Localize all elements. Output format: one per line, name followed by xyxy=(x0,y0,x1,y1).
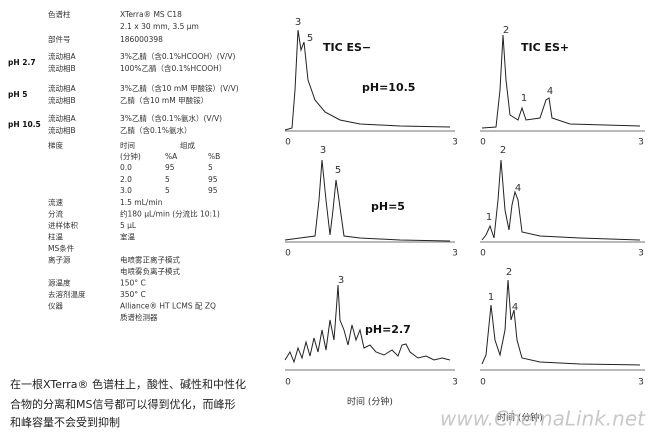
text: TIC ES+ xyxy=(521,41,569,54)
text: 4 xyxy=(515,183,521,194)
text: pH=5 xyxy=(371,200,405,213)
text: 3%乙腈（含0.1%氨水）(V/V) xyxy=(120,113,222,123)
text: 乙腈（含0.1%氨水） xyxy=(120,125,192,135)
trace xyxy=(284,29,451,131)
text: 95 xyxy=(208,175,218,184)
text: 3 xyxy=(295,17,301,28)
text: 离子源 xyxy=(48,255,71,265)
text: pH 5 xyxy=(8,90,27,99)
text: pH 2.7 xyxy=(8,58,36,67)
text: 0 xyxy=(480,138,486,148)
text: 5 µL xyxy=(120,221,137,230)
text: 0 xyxy=(285,249,291,259)
text: 5 xyxy=(165,186,170,195)
text: 流动相A xyxy=(48,113,76,123)
text: 5 xyxy=(208,163,213,172)
text: 时间 (分钟) xyxy=(347,396,393,408)
trace xyxy=(481,279,641,366)
text: %B xyxy=(208,152,220,161)
text: 流速 xyxy=(48,197,63,207)
text: 流动相B xyxy=(48,125,76,135)
text: 2 xyxy=(506,267,512,278)
text: 2 xyxy=(500,145,506,156)
text: 350° C xyxy=(120,290,146,299)
text: MS条件 xyxy=(48,243,75,253)
text: 3 xyxy=(452,138,458,148)
text: 0 xyxy=(480,249,486,259)
text: 0 xyxy=(285,138,291,148)
text: 3.0 xyxy=(120,186,132,195)
text: 柱温 xyxy=(48,232,63,242)
text: 95 xyxy=(208,186,218,195)
text: 室温 xyxy=(120,232,135,242)
text: 时间 (分钟) xyxy=(497,412,543,424)
text: 3%乙腈（含0.1%HCOOH）(V/V) xyxy=(120,51,235,61)
text: 流动相B xyxy=(48,95,76,105)
text: 3 xyxy=(338,275,344,286)
text: 4 xyxy=(512,302,518,313)
text: 电喷雾正离子模式 xyxy=(120,255,180,265)
text: 3 xyxy=(452,378,458,388)
text: 分流 xyxy=(48,209,63,219)
text: 4 xyxy=(547,86,553,97)
text: 5 xyxy=(335,165,341,176)
text: 100%乙腈（含0.1%HCOOH） xyxy=(120,63,226,73)
text: XTerra® MS C18 xyxy=(120,10,182,19)
text: 2.1 x 30 mm, 3.5 µm xyxy=(120,22,199,31)
text: 3 xyxy=(638,378,644,388)
trace xyxy=(284,159,451,242)
text: 2.0 xyxy=(120,175,132,184)
text: 1 xyxy=(488,292,494,303)
text: 约180 µL/min (分流比 10:1) xyxy=(120,209,220,219)
text: 仪器 xyxy=(48,302,63,311)
trace xyxy=(284,284,451,364)
text: 进样体积 xyxy=(48,220,78,230)
text: 95 xyxy=(165,163,175,172)
text: 组成 xyxy=(180,140,195,150)
text: 流动相A xyxy=(48,83,76,93)
trace xyxy=(481,159,641,241)
text: 1 xyxy=(486,212,492,223)
text: 0.0 xyxy=(120,163,132,172)
text: 0 xyxy=(285,378,291,388)
text: pH=10.5 xyxy=(362,81,415,94)
text: 186000398 xyxy=(120,35,163,44)
text: 3%乙腈（含10 mM 甲酸铵）(V/V) xyxy=(120,83,239,93)
text: 5 xyxy=(307,33,313,44)
text: 合物的分离和MS信号都可以得到优化，而峰形 xyxy=(10,397,235,411)
traces xyxy=(284,29,645,371)
text: 电喷雾负离子模式 xyxy=(120,266,180,276)
text: (分钟) xyxy=(120,151,141,161)
text: 3 xyxy=(452,249,458,259)
text: pH 10.5 xyxy=(8,120,41,129)
text: 2 xyxy=(503,25,509,36)
text: 源温度 xyxy=(48,278,71,288)
text: %A xyxy=(165,152,178,161)
text: 1.5 mL/min xyxy=(120,198,163,207)
text: TIC ES− xyxy=(323,41,371,54)
text: 质谱检测器 xyxy=(120,312,158,322)
text: 150° C xyxy=(120,279,146,288)
text: Alliance® HT LCMS 配 ZQ xyxy=(120,302,216,311)
text: 部件号 xyxy=(48,34,71,44)
text: 时间 xyxy=(120,140,135,150)
text: 去溶剂温度 xyxy=(48,289,86,299)
trace xyxy=(481,34,641,129)
text: 梯度 xyxy=(48,140,63,150)
text: 1 xyxy=(521,93,527,104)
text: 0 xyxy=(480,378,486,388)
text: 色谱柱 xyxy=(48,9,71,19)
text: 3 xyxy=(320,145,326,156)
text: 3 xyxy=(638,249,644,259)
text: 流动相A xyxy=(48,51,76,61)
text: 3 xyxy=(638,138,644,148)
text: 乙腈（含10 mM 甲酸铵） xyxy=(120,95,208,105)
text: 在一根XTerra® 色谱柱上，酸性、碱性和中性化 xyxy=(10,377,246,391)
text: pH=2.7 xyxy=(365,323,411,336)
watermark: www.ChemaLink.net xyxy=(440,407,646,431)
text: 流动相B xyxy=(48,63,76,73)
text: 和峰容量不会受到抑制 xyxy=(10,415,120,429)
text: 5 xyxy=(165,175,170,184)
